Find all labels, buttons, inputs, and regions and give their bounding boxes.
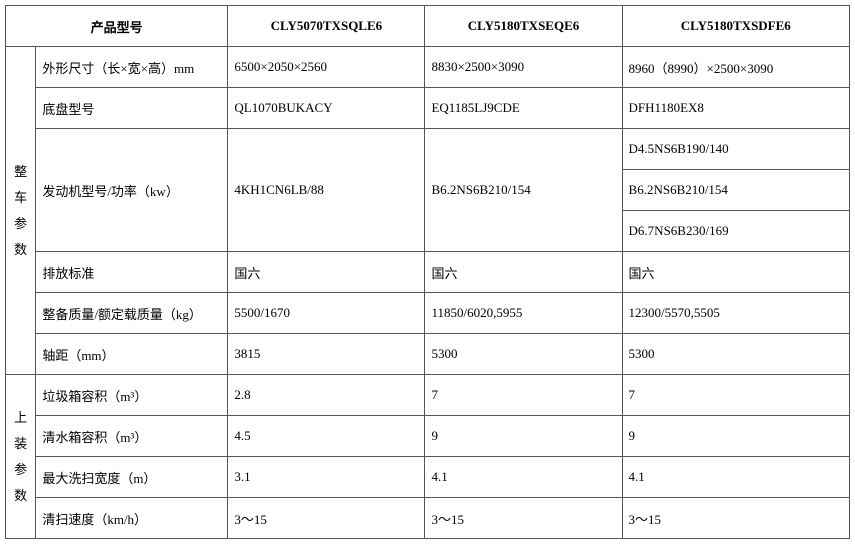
- cell-label: 排放标准: [36, 252, 228, 293]
- table-row: 排放标准 国六 国六 国六: [6, 252, 850, 293]
- cell-value: 4.5: [228, 416, 425, 457]
- cell-value: B6.2NS6B210/154: [425, 129, 622, 252]
- cell-value: 3815: [228, 334, 425, 375]
- cell-value: 5300: [425, 334, 622, 375]
- cell-label: 外形尺寸（长×宽×高）mm: [36, 47, 228, 88]
- cell-value: 4.1: [622, 457, 849, 498]
- cell-value: EQ1185LJ9CDE: [425, 88, 622, 129]
- cell-value: 3～15: [622, 498, 849, 539]
- cell-value: 3～15: [228, 498, 425, 539]
- table-row: 底盘型号 QL1070BUKACY EQ1185LJ9CDE DFH1180EX…: [6, 88, 850, 129]
- cell-value: 4.1: [425, 457, 622, 498]
- cell-value: 3～15: [425, 498, 622, 539]
- table-row: 发动机型号/功率（kw） 4KH1CN6LB/88 B6.2NS6B210/15…: [6, 129, 850, 170]
- table-row: 整备质量/额定载质量（kg） 5500/1670 11850/6020,5955…: [6, 293, 850, 334]
- cell-value: 11850/6020,5955: [425, 293, 622, 334]
- group-upper: 上 装 参 数: [6, 375, 36, 539]
- cell-value: 国六: [622, 252, 849, 293]
- cell-value: 7: [622, 375, 849, 416]
- table-row: 清水箱容积（m³） 4.5 9 9: [6, 416, 850, 457]
- cell-value: 8960（8990）×2500×3090: [622, 47, 849, 88]
- cell-value: 8830×2500×3090: [425, 47, 622, 88]
- table-row: 上 装 参 数 垃圾箱容积（m³） 2.8 7 7: [6, 375, 850, 416]
- header-model-c: CLY5180TXSDFE6: [622, 6, 849, 47]
- cell-value: 12300/5570,5505: [622, 293, 849, 334]
- cell-label: 清扫速度（km/h）: [36, 498, 228, 539]
- cell-value: 5500/1670: [228, 293, 425, 334]
- cell-label: 发动机型号/功率（kw）: [36, 129, 228, 252]
- cell-label: 底盘型号: [36, 88, 228, 129]
- table-row: 清扫速度（km/h） 3～15 3～15 3～15: [6, 498, 850, 539]
- table-header-row: 产品型号 CLY5070TXSQLE6 CLY5180TXSEQE6 CLY51…: [6, 6, 850, 47]
- cell-label: 最大洗扫宽度（m）: [36, 457, 228, 498]
- cell-value: 4KH1CN6LB/88: [228, 129, 425, 252]
- cell-value: 7: [425, 375, 622, 416]
- cell-label: 轴距（mm）: [36, 334, 228, 375]
- cell-value: 6500×2050×2560: [228, 47, 425, 88]
- cell-label: 整备质量/额定载质量（kg）: [36, 293, 228, 334]
- table-row: 轴距（mm） 3815 5300 5300: [6, 334, 850, 375]
- cell-value: 3.1: [228, 457, 425, 498]
- cell-value: 9: [425, 416, 622, 457]
- cell-label: 垃圾箱容积（m³）: [36, 375, 228, 416]
- cell-value: DFH1180EX8: [622, 88, 849, 129]
- spec-table: 产品型号 CLY5070TXSQLE6 CLY5180TXSEQE6 CLY51…: [5, 5, 850, 539]
- table-row: 最大洗扫宽度（m） 3.1 4.1 4.1: [6, 457, 850, 498]
- cell-value: 国六: [228, 252, 425, 293]
- cell-value: QL1070BUKACY: [228, 88, 425, 129]
- header-param: 产品型号: [6, 6, 228, 47]
- header-model-a: CLY5070TXSQLE6: [228, 6, 425, 47]
- cell-value: 国六: [425, 252, 622, 293]
- cell-value: D6.7NS6B230/169: [622, 211, 849, 252]
- cell-value: 2.8: [228, 375, 425, 416]
- group-vehicle: 整 车 参 数: [6, 47, 36, 375]
- cell-value: 5300: [622, 334, 849, 375]
- cell-value: 9: [622, 416, 849, 457]
- cell-value: B6.2NS6B210/154: [622, 170, 849, 211]
- header-model-b: CLY5180TXSEQE6: [425, 6, 622, 47]
- cell-label: 清水箱容积（m³）: [36, 416, 228, 457]
- cell-value: D4.5NS6B190/140: [622, 129, 849, 170]
- table-row: 整 车 参 数 外形尺寸（长×宽×高）mm 6500×2050×2560 883…: [6, 47, 850, 88]
